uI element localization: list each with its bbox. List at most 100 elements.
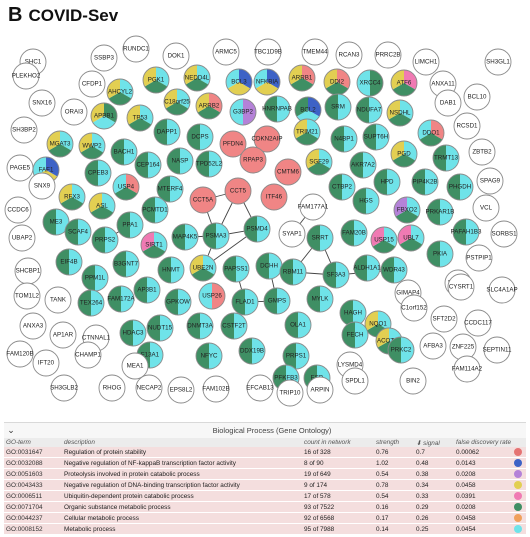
go-panel-header[interactable]: ⌄ Biological Process (Gene Ontology) (4, 423, 526, 437)
col-strength[interactable]: strength (374, 438, 414, 447)
node-GMPS[interactable]: GMPS (263, 287, 291, 315)
node-TBC1D9B[interactable]: TBC1D9B (254, 38, 282, 66)
node-CPEB3[interactable]: CPEB3 (84, 159, 112, 187)
node-PIP4K2B[interactable]: PIP4K2B (411, 168, 439, 196)
node-DCPS[interactable]: DCPS (186, 123, 214, 151)
protein-network[interactable]: SHC1 SSBP3 RUNDC1 DOK1 ARMC5 TBC1D9B TMEM44 RCA… (0, 0, 530, 420)
node-ALDH1A1[interactable]: ALDH1A1 (353, 254, 381, 282)
go-row[interactable]: GO:0051603 Proteolysis involved in protei… (4, 468, 526, 480)
node-AFBA3[interactable]: AFBA3 (419, 332, 447, 360)
node-PSTPIP1[interactable]: PSTPIP1 (465, 244, 493, 272)
node-G3BP2[interactable]: G3BP2 (229, 98, 257, 126)
node-CDKN2AIP[interactable]: CDKN2AIP (252, 125, 283, 153)
node-PRRC2B[interactable]: PRRC2B (374, 41, 402, 69)
node-ARMC5[interactable]: ARMC5 (212, 38, 240, 66)
node-MAP4K5[interactable]: MAP4K5 (171, 223, 199, 251)
node-F13A1[interactable]: F13A1 (136, 341, 164, 369)
node-SCAF4[interactable]: SCAF4 (64, 218, 92, 246)
node-NDUFA7[interactable]: NDUFA7 (355, 96, 383, 124)
node-SH3BP2[interactable]: SH3BP2 (10, 116, 38, 144)
node-AHCYL2[interactable]: AHCYL2 (106, 78, 134, 106)
node-NEDD4L[interactable]: NEDD4L (183, 64, 211, 92)
node-SPAG9[interactable]: SPAG9 (476, 167, 504, 195)
node-HNMT[interactable]: HNMT (157, 256, 185, 284)
node-RCSD1[interactable]: RCSD1 (453, 112, 481, 140)
node-RUNDC1[interactable]: RUNDC1 (122, 35, 150, 63)
node-HPD[interactable]: HPD (373, 168, 401, 196)
node-DAPP1[interactable]: DAPP1 (153, 118, 181, 146)
go-row[interactable]: GO:0071704 Organic substance metabolic pr… (4, 501, 526, 513)
node-CCDC117[interactable]: CCDC117 (464, 309, 492, 337)
node-PRPS2[interactable]: PRPS2 (91, 226, 119, 254)
node-PGK1[interactable]: PGK1 (142, 66, 170, 94)
node-TMEM44[interactable]: TMEM44 (301, 38, 329, 66)
node-SH3GL1[interactable]: SH3GL1 (484, 48, 512, 76)
node-B3GNT7[interactable]: B3GNT7 (112, 250, 140, 278)
node-SYAP1[interactable]: SYAP1 (278, 220, 306, 248)
node-OLA1[interactable]: OLA1 (284, 311, 312, 339)
node-DOK1[interactable]: DOK1 (162, 42, 190, 70)
node-DCHH[interactable]: DCHH (255, 252, 283, 280)
collapse-chevron-icon[interactable]: ⌄ (7, 424, 15, 435)
go-row[interactable]: GO:0044237 Cellular metabolic process 92 o… (4, 512, 526, 524)
node-TOM1L2[interactable]: TOM1L2 (13, 282, 41, 310)
node-USP4[interactable]: USP4 (112, 173, 140, 201)
node-EPS8L2[interactable]: EPS8L2 (167, 376, 195, 404)
node-SRRT[interactable]: SRRT (306, 224, 334, 252)
node-CTBP2[interactable]: CTBP2 (328, 173, 356, 201)
node-DDX19B[interactable]: DDX19B (238, 337, 266, 365)
color-swatch-icon[interactable] (514, 481, 522, 489)
node-FAM102B[interactable]: FAM102B (202, 375, 230, 403)
node-PPA1[interactable]: PPA1 (116, 211, 144, 239)
node-C1orf152[interactable]: C1orf152 (400, 294, 428, 322)
node-FAM172A[interactable]: FAM172A (107, 285, 135, 313)
node-FLAD1[interactable]: FLAD1 (231, 288, 259, 316)
node-CHAMP1[interactable]: CHAMP1 (74, 341, 102, 369)
node-RHOG[interactable]: RHOG (98, 374, 126, 402)
node-UBL7[interactable]: UBL7 (397, 224, 425, 252)
node-HGS[interactable]: HGS (352, 187, 380, 215)
node-PRKC2[interactable]: PRKC2 (387, 336, 415, 364)
node-NFYC[interactable]: NFYC (195, 342, 223, 370)
node-GPKOW[interactable]: GPKOW (164, 288, 192, 316)
node-PAFAH1B3[interactable]: PAFAH1B3 (451, 218, 482, 246)
node-BIN2[interactable]: BIN2 (399, 367, 427, 395)
node-CCT5[interactable]: CCT5 (224, 177, 252, 205)
color-swatch-icon[interactable] (514, 459, 522, 467)
node-C18orf25[interactable]: C18orf25 (163, 88, 191, 116)
node-MEA1[interactable]: MEA1 (121, 352, 149, 380)
node-BCL10[interactable]: BCL10 (463, 83, 491, 111)
node-CCT5A[interactable]: CCT5A (189, 186, 217, 214)
node-CYSRT1[interactable]: CYSRT1 (447, 273, 475, 301)
node-AP1AR[interactable]: AP1AR (49, 321, 77, 349)
node-PFDN4[interactable]: PFDN4 (219, 130, 247, 158)
node-FAM120B[interactable]: FAM120B (6, 340, 34, 368)
node-ZNF225[interactable]: ZNF225 (449, 333, 477, 361)
node-NASP[interactable]: NASP (166, 147, 194, 175)
node-FAM114A2[interactable]: FAM114A2 (452, 355, 483, 383)
node-XRCC4[interactable]: XRCC4 (356, 69, 384, 97)
node-FBXO2[interactable]: FBXO2 (393, 196, 421, 224)
color-swatch-icon[interactable] (514, 470, 522, 478)
node-SEPTIN11[interactable]: SEPTIN11 (483, 336, 512, 364)
node-ARPIN[interactable]: ARPIN (306, 376, 334, 404)
node-CCDC6[interactable]: CCDC6 (4, 196, 32, 224)
node-FECH[interactable]: FECH (341, 321, 369, 349)
node-ORAI3[interactable]: ORAI3 (60, 98, 88, 126)
node-PAGE5[interactable]: PAGE5 (6, 154, 34, 182)
node-EIF4B[interactable]: EIF4B (55, 248, 83, 276)
node-N4BP1[interactable]: N4BP1 (330, 125, 358, 153)
col-signal[interactable]: ⬇ signal (414, 438, 454, 447)
go-row[interactable]: GO:0006511 Ubiquitin-dependent protein ca… (4, 490, 526, 502)
node-TRMT13[interactable]: TRMT13 (432, 144, 460, 172)
node-USP15[interactable]: USP15 (370, 226, 398, 254)
col-description[interactable]: description (62, 438, 302, 447)
node-MTERF4[interactable]: MTERF4 (156, 175, 184, 203)
node-ASL[interactable]: ASL (88, 192, 116, 220)
node-LIMCH1[interactable]: LIMCH1 (412, 48, 440, 76)
node-WDR43[interactable]: WDR43 (380, 256, 408, 284)
node-RPAP3[interactable]: RPAP3 (239, 146, 267, 174)
node-APBB1[interactable]: APBB1 (90, 102, 118, 130)
col-fdr[interactable]: false discovery rate (454, 438, 512, 447)
node-ZBTB2[interactable]: ZBTB2 (468, 138, 496, 166)
